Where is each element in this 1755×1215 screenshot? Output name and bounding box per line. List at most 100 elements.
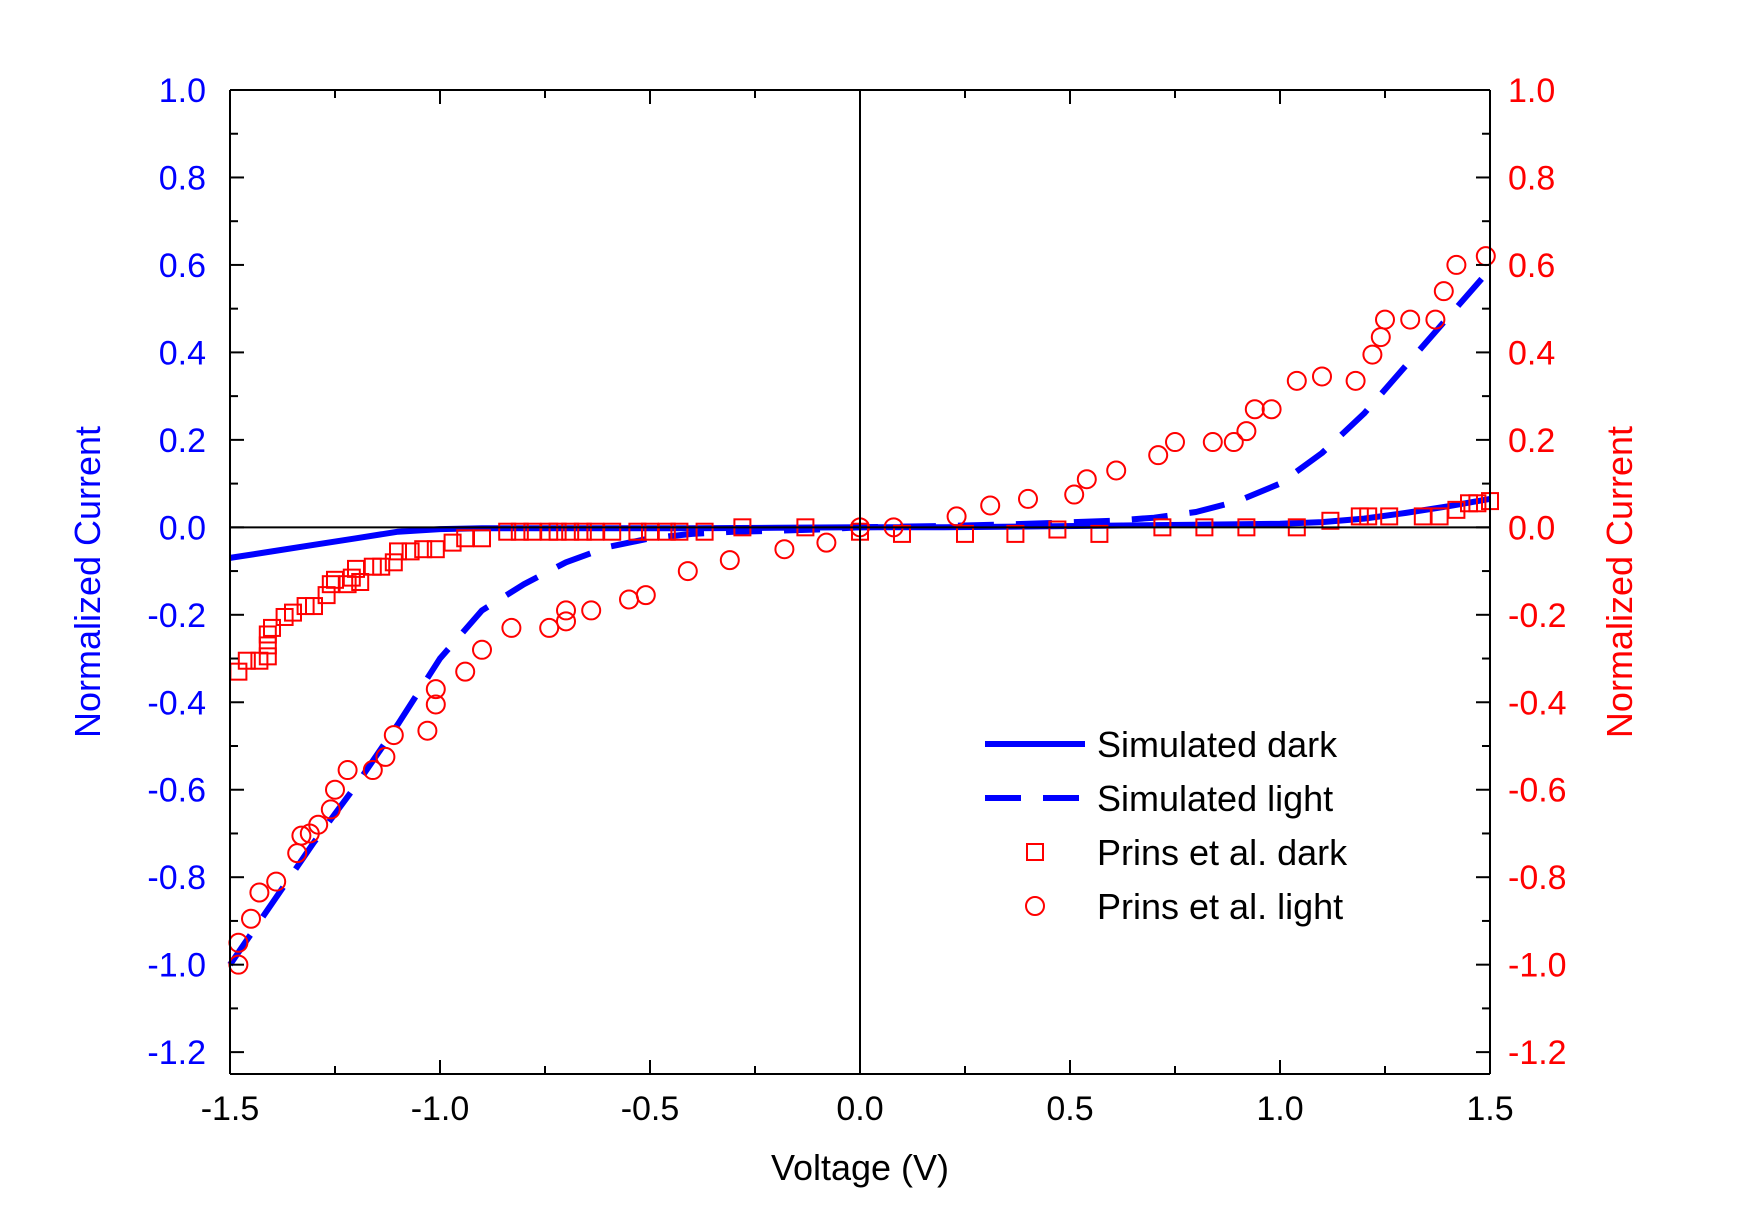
- data-point-prins-dark: [561, 522, 580, 541]
- data-point-prins-light: [619, 589, 639, 610]
- data-point-prins-light: [425, 679, 446, 700]
- y-left-tick-label: -0.6: [147, 772, 206, 810]
- y-right-tick-label: -0.4: [1508, 684, 1567, 722]
- legend-label: Simulated dark: [1097, 724, 1338, 765]
- data-point-prins-light: [241, 908, 261, 929]
- y-left-tick-label: -0.2: [147, 597, 206, 635]
- data-point-prins-light: [539, 617, 560, 638]
- y-right-tick-label: 0.4: [1508, 334, 1555, 372]
- data-point-prins-dark: [548, 522, 567, 541]
- data-point-prins-light: [266, 871, 287, 892]
- y-right-tick-label: 1.0: [1508, 72, 1555, 110]
- data-point-prins-light: [1400, 309, 1421, 330]
- data-point-prins-light: [320, 799, 341, 820]
- x-tick-label: 1.0: [1256, 1090, 1303, 1128]
- data-point-prins-light: [1261, 399, 1282, 420]
- data-point-prins-light: [1064, 484, 1085, 505]
- data-point-prins-light: [1018, 488, 1038, 509]
- y-axis-title-left: Normalized Current: [67, 426, 108, 738]
- data-point-prins-light: [635, 585, 656, 606]
- data-point-prins-dark: [426, 540, 445, 559]
- data-point-prins-light: [1165, 432, 1185, 453]
- y-left-tick-label: -1.0: [147, 947, 206, 985]
- data-point-prins-dark: [351, 573, 370, 591]
- data-point-prins-dark: [1447, 500, 1466, 519]
- data-point-prins-dark: [258, 636, 277, 655]
- data-point-prins-dark: [414, 540, 433, 559]
- y-right-tick-label: 0.0: [1508, 509, 1555, 547]
- chart-marks: [227, 246, 1499, 975]
- chart-axes: -1.5 -1.0 -0.5 0.0 0.5 1.0 1.5 1.0 1.0 0.8 0.8 0.6 0…: [67, 72, 1640, 1188]
- data-point-prins-light: [417, 720, 438, 741]
- y-left-tick-label: 0.6: [159, 247, 206, 285]
- data-point-prins-light: [556, 600, 576, 621]
- data-point-prins-dark: [573, 522, 592, 541]
- x-axis-title: Voltage (V): [771, 1147, 949, 1188]
- data-point-prins-light: [816, 532, 837, 553]
- data-point-prins-light: [455, 661, 476, 682]
- legend-label: Prins et al. light: [1097, 886, 1343, 927]
- data-point-prins-dark: [258, 647, 277, 666]
- y-left-tick-label: 1.0: [159, 72, 206, 110]
- data-point-prins-dark: [1468, 494, 1487, 513]
- x-tick-label: 1.5: [1466, 1090, 1513, 1128]
- data-point-prins-light: [1475, 246, 1496, 267]
- data-point-prins-light: [291, 825, 312, 846]
- data-point-prins-light: [980, 495, 1001, 516]
- data-point-prins-light: [677, 561, 698, 582]
- data-point-prins-light: [1375, 309, 1395, 330]
- y-left-tick-label: -0.4: [147, 684, 206, 722]
- data-point-prins-light: [375, 746, 396, 767]
- x-tick-label: -1.5: [201, 1090, 260, 1128]
- data-point-prins-dark: [498, 522, 517, 541]
- data-point-prins-light: [1106, 460, 1127, 481]
- data-point-prins-light: [1362, 344, 1383, 365]
- data-point-prins-dark: [443, 533, 462, 552]
- data-point-prins-light: [1370, 327, 1391, 348]
- x-tick-label: -1.0: [411, 1090, 470, 1128]
- data-point-prins-dark: [372, 557, 391, 576]
- data-point-prins-dark: [258, 625, 277, 644]
- data-point-prins-dark: [657, 522, 676, 541]
- data-point-prins-light: [1345, 370, 1366, 391]
- data-point-prins-light: [719, 550, 740, 571]
- data-point-prins-light: [1236, 421, 1257, 442]
- data-point-prins-dark: [628, 522, 647, 541]
- y-left-tick-label: 0.0: [159, 509, 206, 547]
- data-point-prins-dark: [670, 522, 689, 541]
- y-left-tick-label: 0.8: [159, 159, 206, 197]
- data-point-prins-light: [425, 694, 446, 715]
- x-tick-label: -0.5: [621, 1090, 680, 1128]
- data-point-prins-light: [325, 779, 345, 800]
- data-point-prins-light: [556, 611, 576, 632]
- y-left-tick-label: -1.2: [147, 1034, 206, 1072]
- y-right-tick-label: -0.2: [1508, 597, 1567, 635]
- data-point-prins-light: [1244, 399, 1265, 420]
- legend-label: Simulated light: [1097, 778, 1333, 819]
- data-point-prins-light: [472, 639, 492, 660]
- x-tick-label: 0.5: [1046, 1090, 1093, 1128]
- data-point-prins-light: [337, 760, 358, 781]
- data-point-prins-dark: [603, 522, 622, 541]
- y-axis-title-right: Normalized Current: [1599, 426, 1640, 738]
- data-point-prins-light: [1433, 281, 1454, 302]
- y-left-tick-label: 0.4: [159, 334, 206, 372]
- data-point-prins-dark: [1006, 524, 1025, 543]
- data-point-prins-dark: [389, 542, 407, 561]
- data-point-prins-dark: [284, 603, 302, 622]
- data-point-prins-dark: [956, 524, 974, 543]
- data-point-prins-light: [1446, 254, 1467, 275]
- data-point-prins-dark: [263, 618, 281, 637]
- data-point-prins-dark: [1090, 524, 1109, 543]
- data-point-prins-light: [1148, 445, 1169, 466]
- data-point-prins-light: [1076, 469, 1097, 490]
- data-point-prins-light: [501, 617, 522, 638]
- data-point-prins-light: [1286, 370, 1307, 391]
- data-point-prins-light: [1425, 309, 1446, 330]
- legend-label: Prins et al. dark: [1097, 832, 1348, 873]
- y-left-tick-label: 0.2: [159, 422, 206, 460]
- data-point-prins-light: [362, 760, 383, 781]
- data-point-prins-dark: [305, 597, 323, 616]
- data-point-prins-dark: [1380, 507, 1399, 526]
